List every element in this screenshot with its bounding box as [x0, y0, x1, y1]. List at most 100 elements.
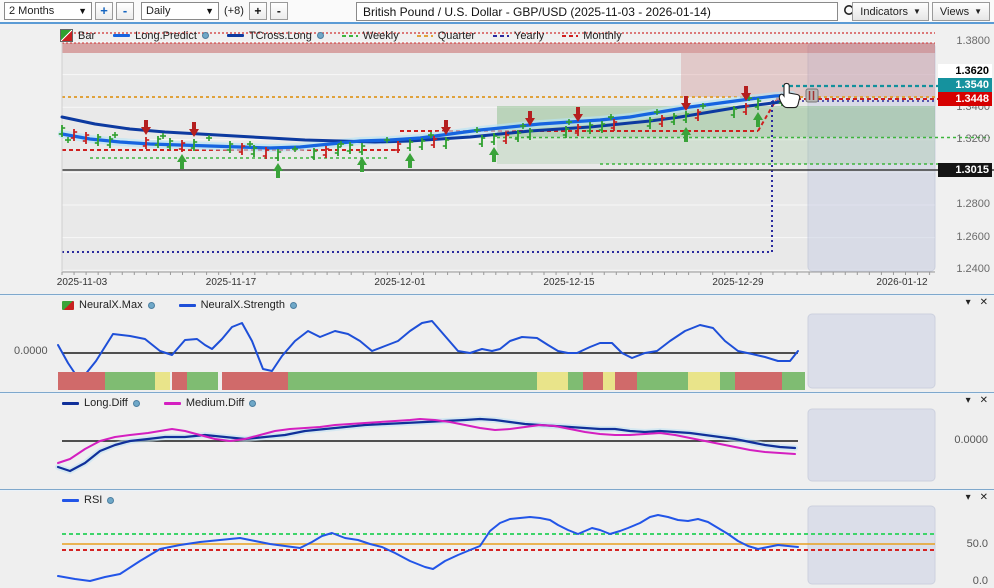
chevron-down-icon: ▼ — [913, 7, 921, 16]
dash-swatch-icon — [416, 34, 433, 37]
legend-item-quarter[interactable]: Quarter — [416, 29, 476, 42]
legend-item-bar[interactable]: Bar — [60, 29, 95, 42]
range-select-value: 2 Months — [9, 5, 55, 17]
x-axis-label: 2026-01-12 — [876, 277, 928, 288]
legend-item-neuralx-strength[interactable]: NeuralX.Strength — [178, 299, 297, 311]
range-select[interactable]: 2 Months ▼ — [4, 2, 92, 20]
bar-swatch-icon — [60, 29, 73, 42]
line-swatch-icon — [163, 401, 181, 405]
zero-value-label: 0.0000 — [14, 345, 48, 357]
rsi-50-label: 50.0 — [966, 538, 988, 550]
legend-item-long-predict[interactable]: Long.Predict — [113, 30, 209, 42]
toolbar-left-group: 2 Months ▼ + - Daily ▼ (+8) + - — [4, 2, 288, 20]
info-icon[interactable] — [132, 399, 140, 407]
views-button-label: Views — [939, 5, 970, 18]
neuralx-panel: NeuralX.Max NeuralX.Strength ▾ ✕ 0.0000 — [0, 294, 994, 393]
y-axis-label: 1.3800 — [956, 35, 990, 47]
info-icon[interactable] — [289, 301, 297, 309]
range-zoom-out-button[interactable]: - — [116, 2, 134, 20]
legend-item-weekly[interactable]: Weekly — [341, 29, 399, 42]
info-icon[interactable] — [147, 301, 155, 309]
chevron-down-icon: ▼ — [78, 6, 87, 16]
period-select-value: Daily — [146, 5, 171, 17]
toolbar: 2 Months ▼ + - Daily ▼ (+8) + - ▼ Indica… — [0, 0, 994, 24]
zero-value-label: 0.0000 — [954, 434, 988, 446]
panel-controls: ▾ ✕ — [966, 492, 988, 503]
x-axis-label: 2025-11-03 — [56, 277, 108, 288]
legend-label: Long.Predict — [135, 29, 197, 42]
diff-legend: Long.Diff Medium.Diff — [62, 397, 257, 409]
line-swatch-icon — [62, 498, 79, 502]
indicators-button[interactable]: Indicators ▼ — [852, 2, 929, 21]
legend-label: Monthly — [583, 29, 622, 42]
legend-item-neuralx-max[interactable]: NeuralX.Max — [62, 299, 155, 311]
diff-panel: Long.Diff Medium.Diff ▾ ✕ 0.0000 — [0, 392, 994, 490]
legend-label: Long.Diff — [84, 397, 128, 409]
rsi-panel: RSI ▾ ✕ 50.0 0.0 — [0, 489, 994, 588]
dash-swatch-icon — [493, 34, 510, 37]
legend-label: NeuralX.Strength — [200, 299, 285, 311]
close-panel-icon[interactable]: ✕ — [979, 297, 988, 308]
periods-ahead-label: (+8) — [224, 5, 244, 17]
neuralx-legend: NeuralX.Max NeuralX.Strength — [62, 299, 297, 311]
price-badge-tcross: 1.3540 — [938, 78, 992, 92]
legend-item-rsi[interactable]: RSI — [62, 494, 115, 506]
x-axis-label: 2025-11-17 — [205, 277, 257, 288]
rsi-canvas[interactable] — [0, 490, 994, 588]
line-swatch-icon — [62, 401, 79, 405]
bars-plus-button[interactable]: + — [248, 2, 267, 20]
panel-controls: ▾ ✕ — [966, 297, 988, 308]
collapse-panel-icon[interactable]: ▾ — [965, 492, 971, 503]
info-icon[interactable] — [201, 32, 209, 39]
price-badge-last: 1.3448 — [938, 92, 992, 106]
info-icon[interactable] — [316, 32, 324, 39]
close-panel-icon[interactable]: ✕ — [979, 492, 988, 503]
panel-controls: ▾ ✕ — [966, 395, 988, 406]
rsi-0-label: 0.0 — [972, 575, 988, 587]
x-axis-label: 2025-12-01 — [374, 277, 426, 288]
main-chart-canvas[interactable] — [0, 26, 994, 294]
views-button[interactable]: Views ▼ — [931, 2, 990, 21]
legend-item-monthly[interactable]: Monthly — [562, 30, 622, 42]
x-axis-label: 2025-12-15 — [543, 277, 595, 288]
neuralx-canvas[interactable] — [0, 295, 994, 393]
legend-item-medium-diff[interactable]: Medium.Diff — [163, 397, 257, 409]
rsi-legend: RSI — [62, 494, 115, 506]
price-badge-support: 1.3015 — [938, 163, 992, 177]
indicators-button-label: Indicators — [860, 5, 908, 18]
range-zoom-in-button[interactable]: + — [95, 2, 113, 20]
legend-label: Medium.Diff — [185, 397, 245, 409]
legend-label: Yearly — [514, 29, 545, 42]
period-select[interactable]: Daily ▼ — [141, 2, 219, 20]
price-badge-high: 1.3620 — [938, 64, 992, 78]
legend-label: Weekly — [362, 29, 399, 42]
legend-label: TCross.Long — [248, 29, 312, 42]
close-panel-icon[interactable]: ✕ — [979, 395, 988, 406]
y-axis-label: 1.2600 — [956, 231, 990, 243]
info-icon[interactable] — [107, 496, 115, 504]
y-axis-label: 1.2400 — [956, 263, 990, 275]
collapse-panel-icon[interactable]: ▾ — [965, 395, 971, 406]
diff-canvas[interactable] — [0, 393, 994, 490]
info-icon[interactable] — [249, 399, 257, 407]
collapse-panel-icon[interactable]: ▾ — [965, 297, 971, 308]
legend-item-yearly[interactable]: Yearly — [493, 30, 544, 42]
legend-item-tcross-long[interactable]: TCross.Long — [226, 29, 324, 42]
line-swatch-icon — [226, 34, 244, 37]
legend-label: Quarter — [437, 29, 476, 42]
legend-item-long-diff[interactable]: Long.Diff — [62, 397, 140, 409]
y-axis-label: 1.2800 — [956, 198, 990, 210]
bars-minus-button[interactable]: - — [269, 2, 288, 20]
neuralx-max-swatch-icon — [62, 300, 74, 310]
dash-swatch-icon — [562, 34, 579, 37]
main-chart-panel: Bar Long.Predict TCross.Long Weekly Quar… — [0, 26, 994, 294]
legend-label: Bar — [78, 29, 96, 42]
legend-label: NeuralX.Max — [79, 299, 143, 311]
x-axis-label: 2025-12-29 — [712, 277, 764, 288]
main-chart-legend: Bar Long.Predict TCross.Long Weekly Quar… — [60, 29, 622, 42]
symbol-search-input[interactable] — [356, 2, 838, 21]
dash-swatch-icon — [341, 34, 358, 37]
chevron-down-icon: ▼ — [205, 6, 214, 16]
chevron-down-icon: ▼ — [974, 7, 982, 16]
